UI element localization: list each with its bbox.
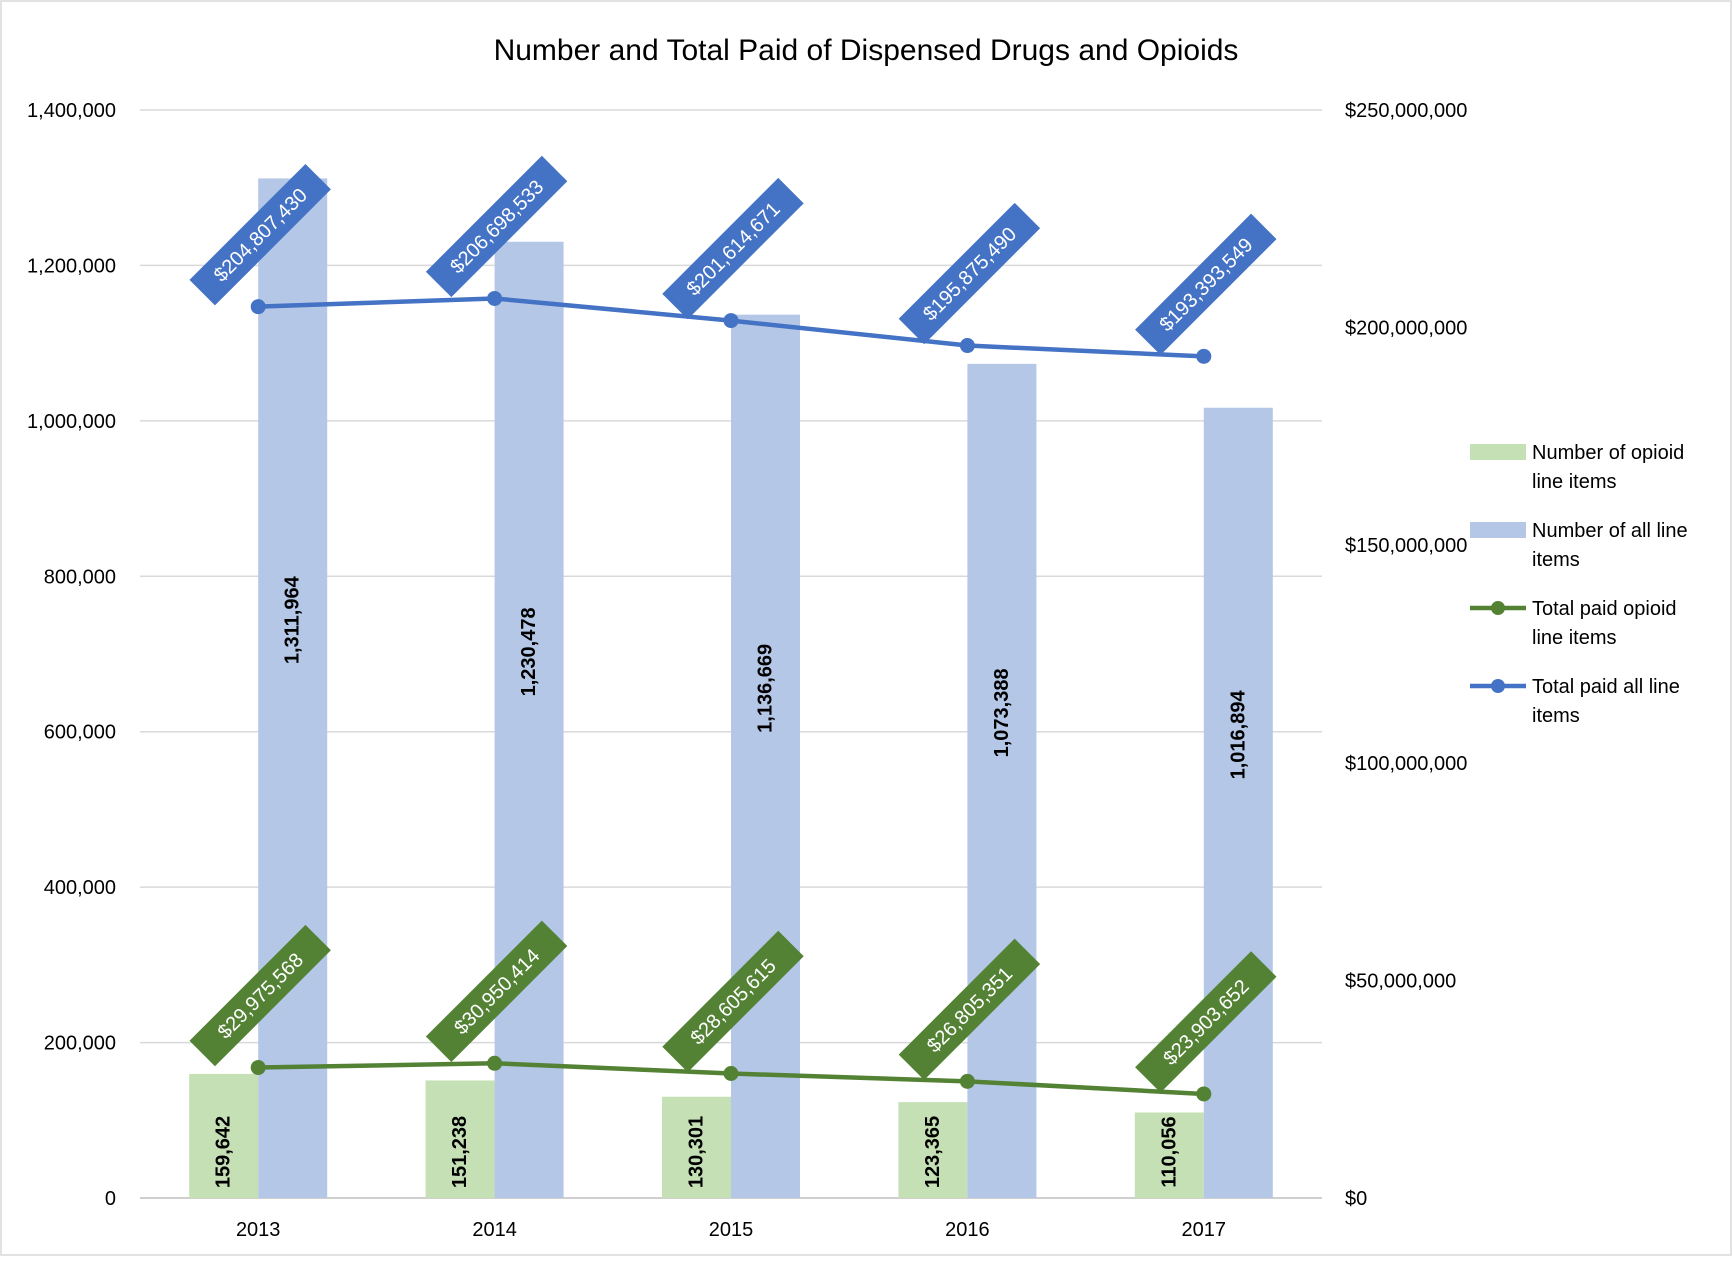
bar-value-label: 1,311,964	[282, 575, 304, 664]
bar-value-label: 1,073,388	[991, 668, 1013, 757]
y-right-tick-label: $0	[1345, 1188, 1367, 1210]
line-value-callout-box	[189, 924, 331, 1067]
series-marker	[959, 338, 975, 354]
y-right-tick-label: $200,000,000	[1345, 318, 1467, 340]
y-right-tick-label: $250,000,000	[1345, 100, 1467, 122]
line-value-callout-box	[662, 177, 804, 320]
lines	[250, 290, 1212, 1102]
y-right-tick-label: $50,000,000	[1345, 970, 1456, 992]
bar	[494, 241, 564, 1199]
legend: Number of opioid line items Number of all …	[1470, 442, 1688, 727]
bar	[662, 1096, 731, 1198]
bar	[967, 363, 1037, 1198]
y-left-tick-label: 1,000,000	[27, 411, 116, 433]
bar-value-label: 1,016,894	[1227, 690, 1249, 780]
legend-swatch-marker	[1491, 679, 1505, 693]
bar	[898, 1102, 968, 1198]
y-right-tick-label: $150,000,000	[1345, 535, 1467, 557]
line-value-callout-box	[1135, 951, 1277, 1093]
y-left-tick-label: 400,000	[44, 877, 116, 899]
y-right-tick-label: $100,000,000	[1345, 753, 1467, 775]
series-marker	[487, 290, 503, 306]
bar-value-label: 1,136,669	[755, 644, 777, 733]
y-left-tick-label: 800,000	[44, 566, 116, 588]
legend-label: items	[1532, 549, 1580, 571]
bar-value-label: 1,230,478	[518, 607, 540, 696]
legend-label: Number of opioid	[1532, 442, 1684, 464]
legend-label: line items	[1532, 627, 1616, 649]
legend-label: Total paid all line	[1532, 676, 1680, 698]
line-value-callout-box	[189, 163, 331, 306]
line-value-callout-box	[425, 155, 568, 298]
x-tick-label: 2016	[945, 1219, 990, 1241]
bar-value-label: 130,301	[686, 1116, 708, 1188]
line-value-callout-box	[662, 930, 804, 1073]
chart-title: Number and Total Paid of Dispensed Drugs…	[494, 34, 1239, 67]
legend-swatch-marker	[1491, 601, 1505, 615]
bar-value-label: 151,238	[449, 1116, 471, 1188]
series-marker	[1196, 348, 1212, 364]
y-left-tick-label: 200,000	[44, 1033, 116, 1055]
series-marker	[959, 1073, 975, 1089]
series-marker	[1196, 1086, 1212, 1102]
line-value-callout-box	[1135, 213, 1277, 356]
bar	[731, 314, 800, 1198]
line-value-callout-box	[425, 920, 568, 1063]
x-tick-label: 2017	[1182, 1219, 1227, 1241]
legend-label: Total paid opioid	[1532, 598, 1677, 620]
y-left-tick-label: 1,200,000	[27, 255, 116, 277]
y-left-tick-label: 600,000	[44, 722, 116, 744]
series-marker	[723, 313, 739, 329]
x-tick-label: 2013	[236, 1219, 281, 1241]
bar	[189, 1073, 259, 1198]
bar	[258, 178, 328, 1198]
series-marker	[487, 1055, 503, 1071]
line-value-callout-box	[898, 938, 1041, 1081]
axes: 0 200,000 400,000 600,000 800,000 1,000,000 1,…	[27, 100, 1467, 1241]
legend-label: items	[1532, 705, 1580, 727]
y-left-tick-label: 1,400,000	[27, 100, 116, 122]
legend-swatch	[1470, 444, 1526, 460]
bars	[189, 178, 1273, 1199]
legend-swatch	[1470, 522, 1526, 538]
line-value-callout-box	[898, 202, 1041, 345]
y-left-tick-label: 0	[105, 1188, 116, 1210]
series-marker	[723, 1066, 739, 1082]
x-tick-label: 2014	[472, 1219, 517, 1241]
legend-label: Number of all line	[1532, 520, 1688, 542]
bar	[1134, 1112, 1204, 1198]
series-marker	[250, 1060, 266, 1076]
legend-label: line items	[1532, 471, 1616, 493]
series-marker	[250, 299, 266, 315]
bar	[425, 1080, 495, 1198]
bar	[1203, 407, 1273, 1198]
bar-value-label: 110,056	[1158, 1116, 1180, 1187]
bar-value-label: 123,365	[922, 1116, 944, 1188]
x-tick-label: 2015	[709, 1219, 754, 1241]
bar-value-label: 159,642	[213, 1116, 235, 1188]
